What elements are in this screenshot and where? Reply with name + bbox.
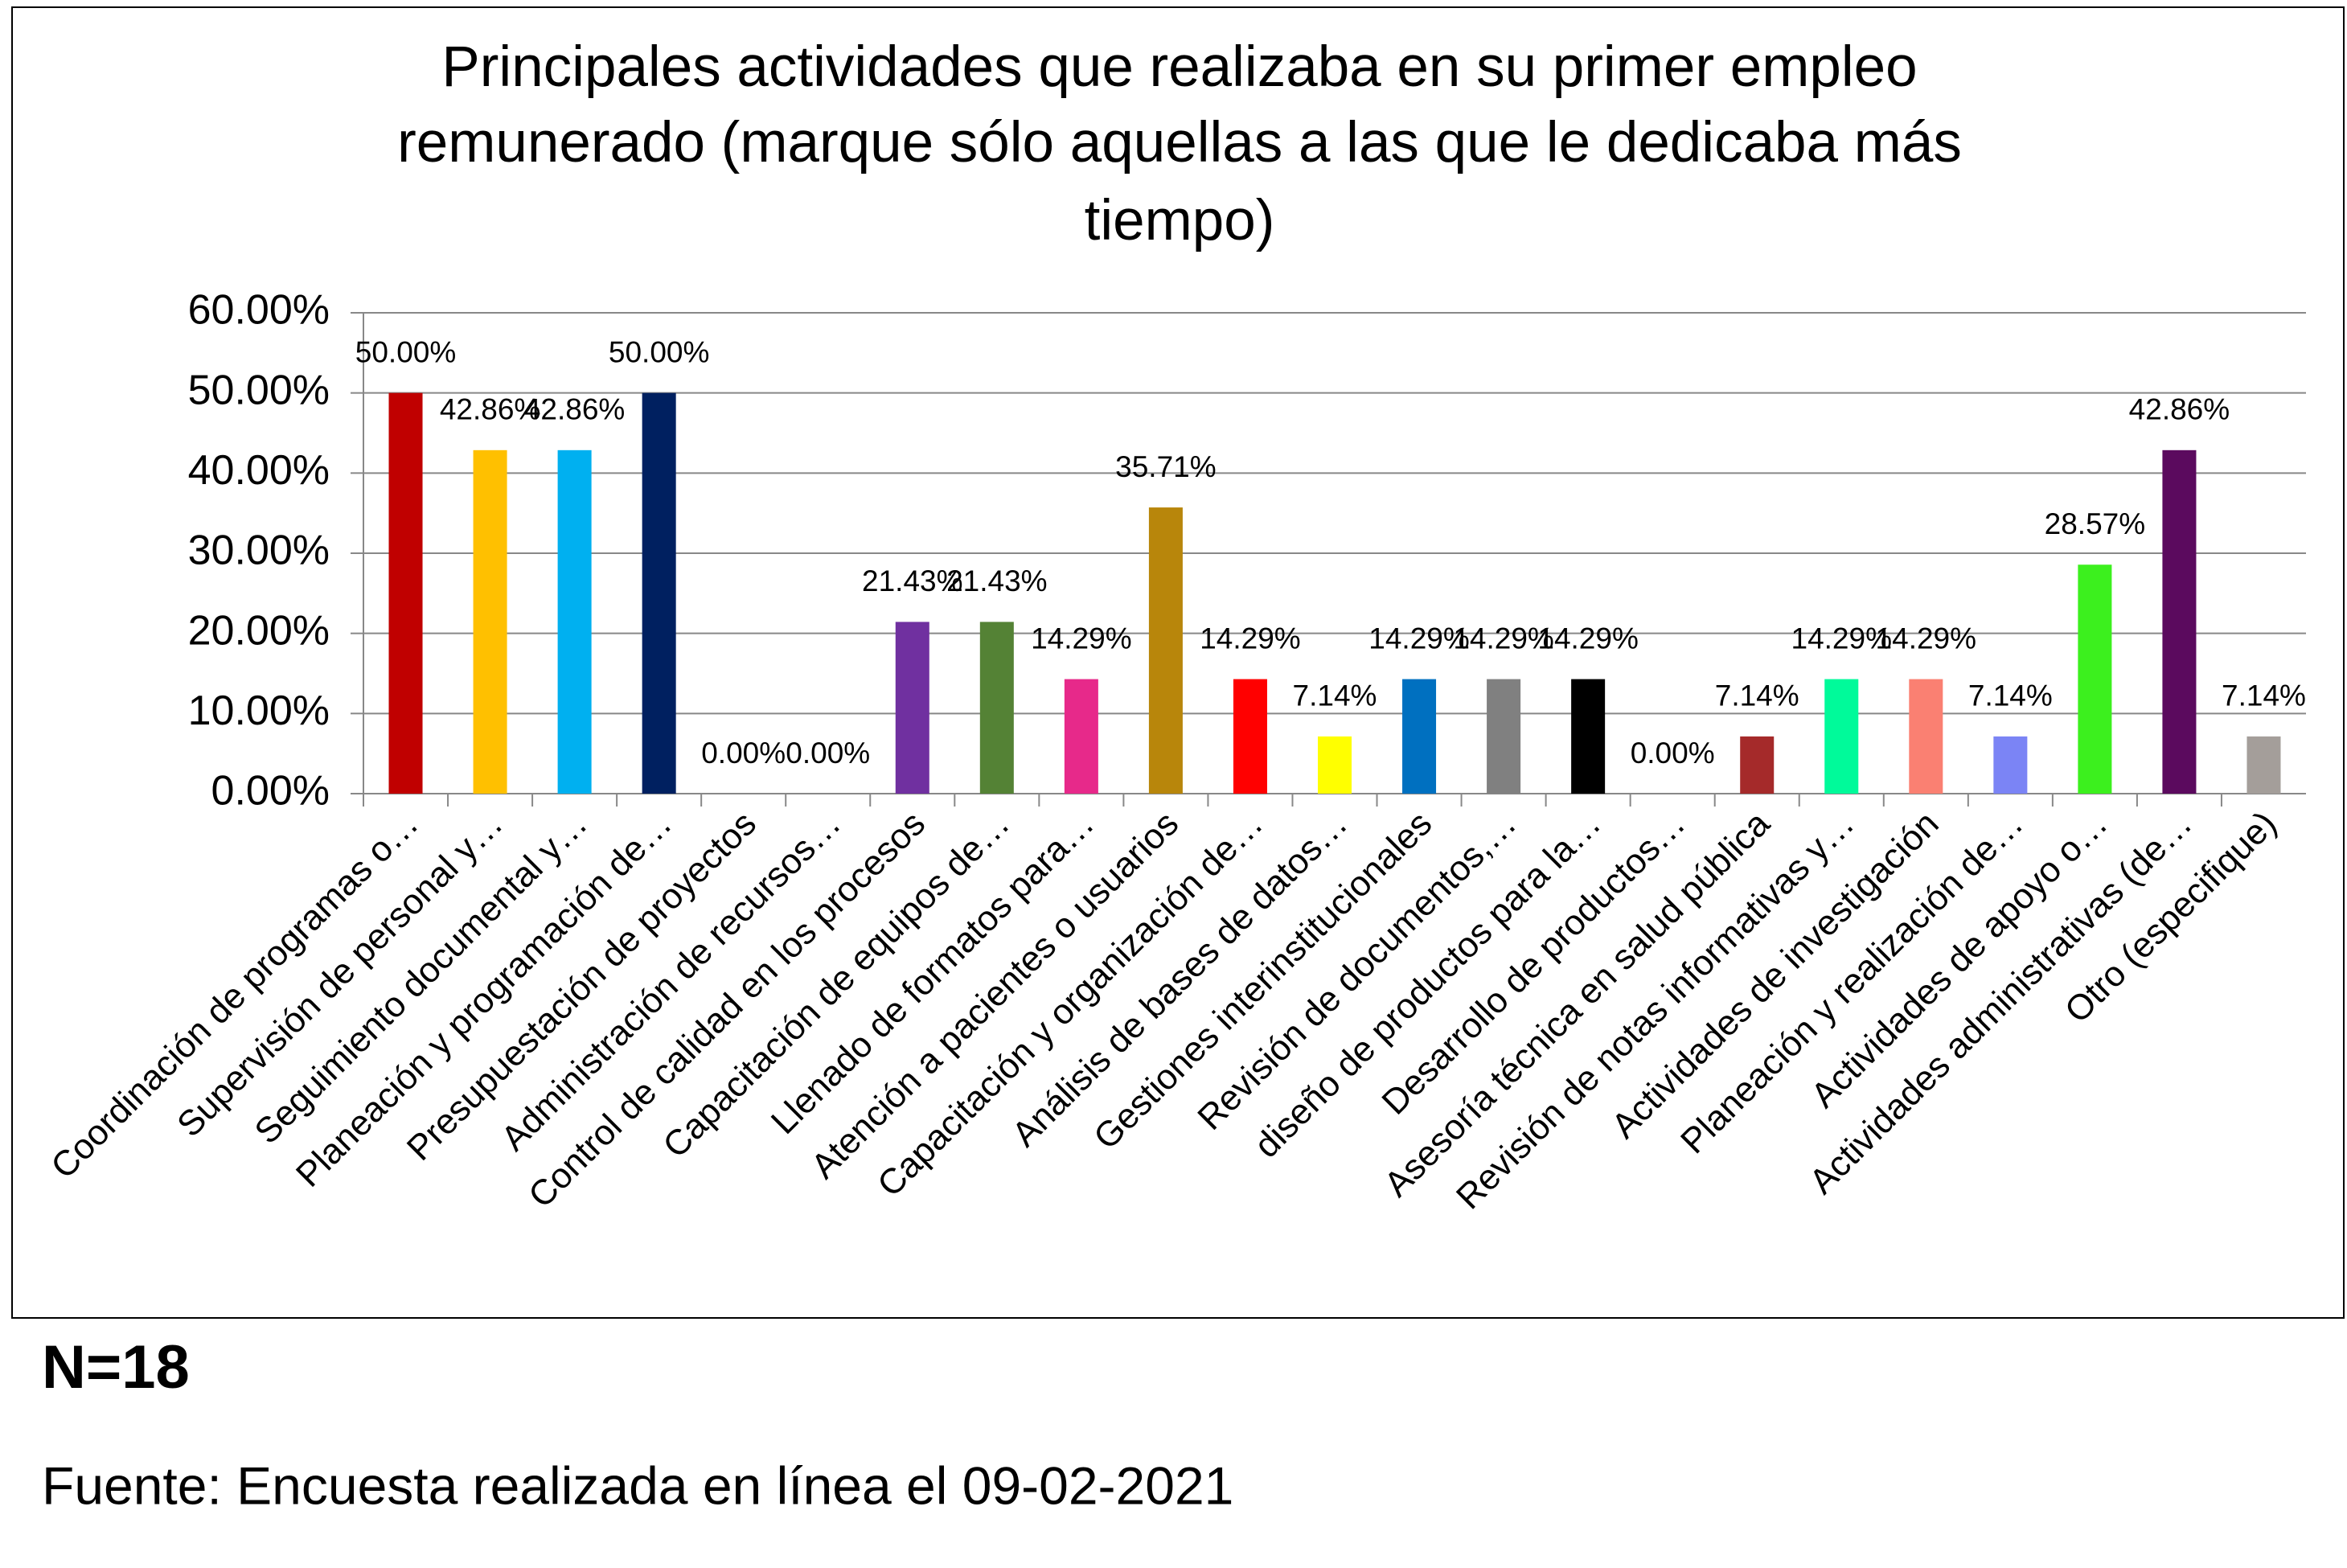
data-label: 21.43% [946,564,1048,597]
bar [1740,736,1775,794]
data-label: 14.29% [1453,622,1554,655]
bar [388,392,423,794]
bar [1148,507,1183,794]
y-tick-label: 40.00% [188,447,330,494]
source: Fuente: Encuesta realizada en línea el 0… [42,1455,1233,1515]
data-label: 28.57% [2045,507,2146,540]
data-label: 7.14% [1968,679,2053,712]
data-label: 14.29% [1031,622,1132,655]
y-tick-label: 30.00% [188,527,330,574]
bar [1402,679,1437,794]
data-label: 14.29% [1791,622,1893,655]
data-label: 14.29% [1368,622,1470,655]
data-label: 7.14% [2222,679,2306,712]
data-label: 7.14% [1715,679,1799,712]
bar [473,449,507,794]
bar [1824,679,1859,794]
data-label: 0.00% [701,737,786,770]
y-tick-label: 60.00% [188,287,330,334]
data-label: 0.00% [786,737,870,770]
bar [2246,736,2281,794]
data-label: 42.86% [2129,393,2230,426]
bar [1064,679,1098,794]
data-label: 14.29% [1200,622,1301,655]
chart-title: tiempo) [1085,189,1275,252]
y-tick-label: 20.00% [188,607,330,654]
data-label: 42.86% [440,393,541,426]
bar [1909,679,1943,794]
bar [1233,679,1267,794]
y-tick-label: 50.00% [188,367,330,413]
sample-size: N=18 [42,1333,190,1402]
data-label: 50.00% [355,335,457,368]
bar [1487,679,1521,794]
bar [2078,564,2112,794]
data-label: 14.29% [1876,622,1977,655]
chart-title: remunerado (marque sólo aquellas a las q… [397,111,1962,174]
bar [1317,736,1352,794]
bar [979,622,1014,794]
bar [1571,679,1606,794]
data-label: 21.43% [862,564,963,597]
bar [895,622,929,794]
chart-title: Principales actividades que realizaba en… [441,35,1917,99]
y-tick-label: 10.00% [188,688,330,734]
bar [642,392,676,794]
bar [2162,449,2197,794]
data-label: 14.29% [1537,622,1639,655]
data-label: 7.14% [1293,679,1377,712]
y-tick-label: 0.00% [211,768,330,815]
bar [1993,736,2028,794]
data-label: 50.00% [609,335,710,368]
data-label: 42.86% [524,393,626,426]
bar [557,449,592,794]
data-label: 35.71% [1115,450,1217,483]
data-label: 0.00% [1631,737,1715,770]
chart-border [11,6,2345,1319]
